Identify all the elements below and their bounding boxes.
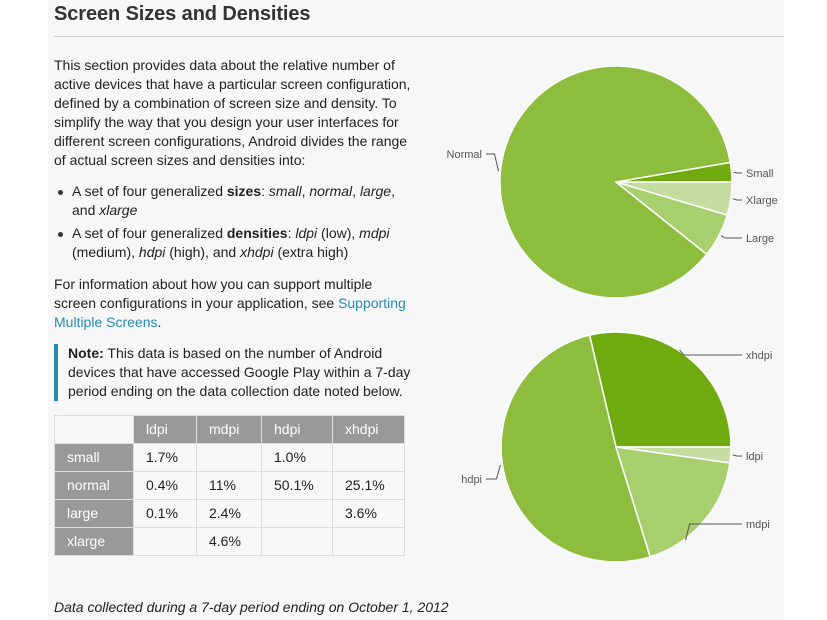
- pie-label-mdpi: mdpi: [746, 519, 770, 531]
- pie-slice-ldpi: [615, 446, 732, 464]
- row-header: large: [54, 499, 134, 528]
- pie-label-hdpi: hdpi: [461, 474, 482, 486]
- pie-slice-mdpi: [614, 446, 731, 558]
- text-column: This section provides data about the rel…: [54, 56, 414, 556]
- callout-line-normal: [486, 153, 499, 172]
- table-row: xlarge 4.6%: [54, 527, 405, 556]
- pie-label-ldpi: ldpi: [746, 451, 763, 463]
- note-callout: Note: This data is based on the number o…: [54, 344, 414, 401]
- table-header-row: ldpi mdpi hdpi xhdpi: [54, 415, 405, 444]
- table-cell: 25.1%: [332, 471, 405, 500]
- table-cell: 1.7%: [133, 443, 197, 472]
- title-divider: [54, 36, 784, 37]
- callout-line-xhdpi: [679, 349, 742, 356]
- note-text: This data is based on the number of Andr…: [68, 345, 411, 399]
- pie-label-normal: Normal: [447, 149, 482, 161]
- bullet-sizes: A set of four generalized sizes: small, …: [58, 182, 414, 220]
- table-cell: 2.4%: [196, 499, 262, 528]
- table-row: small 1.7% 1.0%: [54, 443, 405, 472]
- column-header: mdpi: [196, 415, 262, 444]
- bullet-densities: A set of four generalized densities: ldp…: [58, 224, 414, 262]
- pie-label-large: Large: [746, 233, 774, 245]
- pie-label-xlarge: Xlarge: [746, 195, 778, 207]
- row-header: xlarge: [54, 527, 134, 556]
- support-paragraph: For information about how you can suppor…: [54, 276, 406, 330]
- table-cell: [261, 527, 333, 556]
- table-cell: [332, 443, 405, 472]
- column-header: xhdpi: [332, 415, 405, 444]
- table-cell: 1.0%: [261, 443, 333, 472]
- supporting-multiple-screens-link[interactable]: Supporting Multiple Screens: [54, 295, 406, 330]
- pie-slice-xhdpi: [588, 331, 732, 448]
- table-cell: 3.6%: [332, 499, 405, 528]
- table-cell: [196, 443, 262, 472]
- table-cell: 0.1%: [133, 499, 197, 528]
- pie-label-xhdpi: xhdpi: [746, 350, 772, 362]
- column-header: ldpi: [133, 415, 197, 444]
- pie-slice-xlarge: [615, 181, 733, 216]
- callout-line-small: [733, 171, 742, 174]
- page-title: Screen Sizes and Densities: [54, 3, 311, 25]
- table-row: normal 0.4% 11% 50.1% 25.1%: [54, 471, 405, 500]
- callout-line-hdpi: [486, 464, 501, 480]
- table-cell: [133, 527, 197, 556]
- pie-slice-hdpi: [500, 334, 652, 563]
- pie-label-small: Small: [746, 168, 774, 180]
- screen-densities-pie-chart: xhdpi hdpi mdpi ldpi: [461, 331, 772, 563]
- screen-data-table: ldpi mdpi hdpi xhdpi small 1.7% 1.0% nor…: [54, 415, 405, 556]
- table-cell: [261, 499, 333, 528]
- data-collection-caption: Data collected during a 7-day period end…: [54, 599, 449, 615]
- callout-line-xlarge: [732, 198, 742, 201]
- table-cell: 0.4%: [133, 471, 197, 500]
- row-header: normal: [54, 471, 134, 500]
- column-header: hdpi: [261, 415, 333, 444]
- table-row: large 0.1% 2.4% 3.6%: [54, 499, 405, 528]
- callout-line-ldpi: [732, 454, 742, 457]
- pie-slice-normal: [499, 65, 732, 299]
- content-area: Screen Sizes and Densities This section …: [48, 0, 784, 620]
- callout-line-mdpi: [685, 523, 742, 541]
- callout-line-large: [720, 235, 742, 239]
- intro-paragraph: This section provides data about the rel…: [54, 57, 411, 168]
- table-cell: 50.1%: [261, 471, 333, 500]
- table-cell: 11%: [196, 471, 262, 500]
- table-cell: [332, 527, 405, 556]
- table-cell: 4.6%: [196, 527, 262, 556]
- table-corner-cell: [54, 415, 134, 444]
- row-header: small: [54, 443, 134, 472]
- bullet-list: A set of four generalized sizes: small, …: [54, 182, 414, 262]
- note-label: Note:: [68, 345, 104, 361]
- screen-sizes-pie-chart: Small Normal Large Xlarge: [447, 65, 778, 299]
